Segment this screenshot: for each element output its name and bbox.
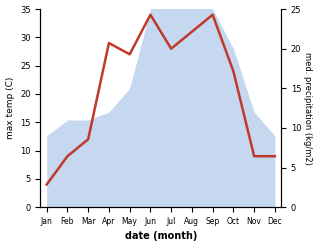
X-axis label: date (month): date (month) xyxy=(125,231,197,242)
Y-axis label: max temp (C): max temp (C) xyxy=(5,77,15,139)
Y-axis label: med. precipitation (kg/m2): med. precipitation (kg/m2) xyxy=(303,52,313,165)
